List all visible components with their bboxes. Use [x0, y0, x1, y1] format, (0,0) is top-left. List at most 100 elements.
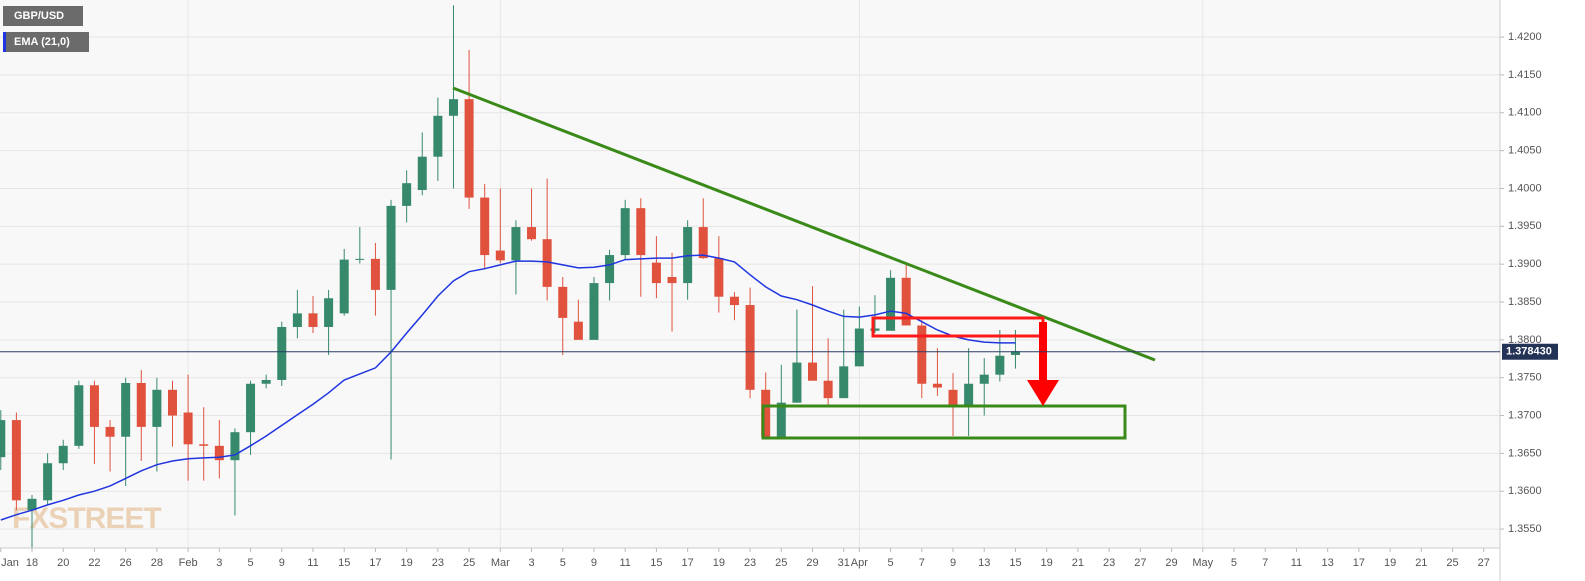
candle-body	[43, 463, 53, 501]
x-tick-label: 9	[950, 557, 956, 569]
candle-body	[27, 498, 37, 511]
axes: 1.3550 1.3600 1.3650 1.3700 1.3750 1.3800 1.38…	[0, 31, 1558, 569]
x-tick-label: 20	[57, 557, 69, 569]
candle-body	[136, 382, 146, 427]
candle-body	[214, 445, 224, 461]
y-tick-label: 1.3800	[1508, 334, 1542, 346]
x-tick-label: 11	[619, 557, 630, 569]
candle-body	[714, 258, 724, 297]
candle-body	[573, 321, 583, 340]
x-tick-label: 22	[88, 557, 100, 569]
candle-body	[823, 380, 833, 399]
y-tick-label: 1.3600	[1508, 485, 1542, 497]
candle-body	[402, 183, 412, 206]
x-tick-label: 13	[1322, 557, 1334, 569]
y-tick-label: 1.3900	[1508, 258, 1542, 270]
y-tick-label: 1.3850	[1508, 296, 1542, 308]
candle-body	[121, 382, 131, 437]
legend-ema: EMA (21,0)	[14, 36, 70, 48]
ema-line	[0, 254, 1016, 521]
candle-body	[605, 255, 615, 284]
x-tick-label: 9	[591, 557, 597, 569]
x-tick-label: 23	[744, 557, 756, 569]
y-tick-label: 1.4200	[1508, 31, 1542, 43]
candle-body	[776, 402, 786, 437]
x-tick-label: Feb	[179, 557, 198, 569]
candle-body	[636, 208, 646, 256]
y-tick-label: 1.3650	[1508, 447, 1542, 459]
arrow-head	[1027, 380, 1059, 406]
last-price-box	[1502, 343, 1558, 360]
candle-body	[89, 385, 99, 427]
candle-body	[417, 156, 427, 190]
candle-body	[511, 227, 521, 261]
candle-body	[651, 262, 661, 284]
candle-body	[917, 325, 927, 384]
candle-body	[839, 366, 849, 399]
candle-body	[74, 385, 84, 446]
x-tick-label: 5	[1231, 557, 1237, 569]
x-tick-label: 25	[775, 557, 787, 569]
x-tick-label: 5	[247, 557, 253, 569]
candle-body	[324, 298, 334, 327]
x-tick-label: Mar	[491, 557, 510, 569]
x-tick-label: 23	[432, 557, 444, 569]
x-tick-label: 19	[1384, 557, 1396, 569]
legend-box	[3, 32, 89, 52]
x-tick-label: 31	[838, 557, 850, 569]
candle-body	[448, 99, 458, 116]
x-tick-label: 11	[1291, 557, 1302, 569]
y-tick-label: 1.4000	[1508, 182, 1542, 194]
candle-body	[1010, 351, 1020, 355]
candle-body	[808, 362, 818, 381]
candle-body	[339, 259, 349, 314]
x-tick-label: 19	[713, 557, 725, 569]
x-tick-label: 27	[1478, 557, 1490, 569]
candle-body	[308, 313, 318, 327]
candle-body	[854, 328, 864, 367]
legend-swatch	[3, 32, 6, 52]
x-tick-label: May	[1192, 557, 1213, 569]
candle-body	[261, 379, 271, 384]
candle-body	[698, 227, 708, 259]
candle-body	[183, 412, 193, 445]
candle-body	[292, 313, 302, 327]
candle-body	[870, 328, 880, 331]
x-tick-label: 5	[560, 557, 566, 569]
candle-body	[480, 197, 490, 256]
y-tick-label: 1.4150	[1508, 69, 1542, 81]
x-tick-label: 17	[682, 557, 694, 569]
x-tick-label: 28	[151, 557, 163, 569]
candle-body	[792, 362, 802, 403]
candle-body	[0, 420, 6, 458]
x-tick-label: 25	[463, 557, 475, 569]
candle-body	[370, 258, 380, 290]
x-tick-label: 29	[806, 557, 818, 569]
candle-body	[948, 389, 958, 406]
candle-body	[230, 432, 240, 461]
candle-body	[964, 383, 974, 406]
y-tick-label: 1.3700	[1508, 409, 1542, 421]
x-tick-label: 17	[1353, 557, 1365, 569]
x-tick-label: 26	[120, 557, 132, 569]
candle-body	[886, 277, 896, 331]
x-tick-label: 21	[1415, 557, 1427, 569]
candle-body	[355, 258, 365, 260]
x-tick-label: 15	[338, 557, 350, 569]
x-tick-label: 11	[307, 557, 318, 569]
y-tick-label: 1.4050	[1508, 145, 1542, 157]
x-tick-label: 23	[1103, 557, 1115, 569]
x-tick-label: 15	[1009, 557, 1021, 569]
y-tick-label: 1.3550	[1508, 523, 1542, 535]
candle-body	[105, 426, 115, 437]
candle-body	[152, 389, 162, 427]
x-tick-label: Apr	[851, 557, 868, 569]
x-tick-label: 3	[528, 557, 534, 569]
y-tick-label: 1.3950	[1508, 220, 1542, 232]
candle-body	[11, 420, 21, 501]
last-price-label: 1.378430	[1506, 346, 1552, 358]
candle-body	[527, 227, 537, 240]
candle-body	[932, 383, 942, 388]
x-tick-label: 19	[1041, 557, 1053, 569]
